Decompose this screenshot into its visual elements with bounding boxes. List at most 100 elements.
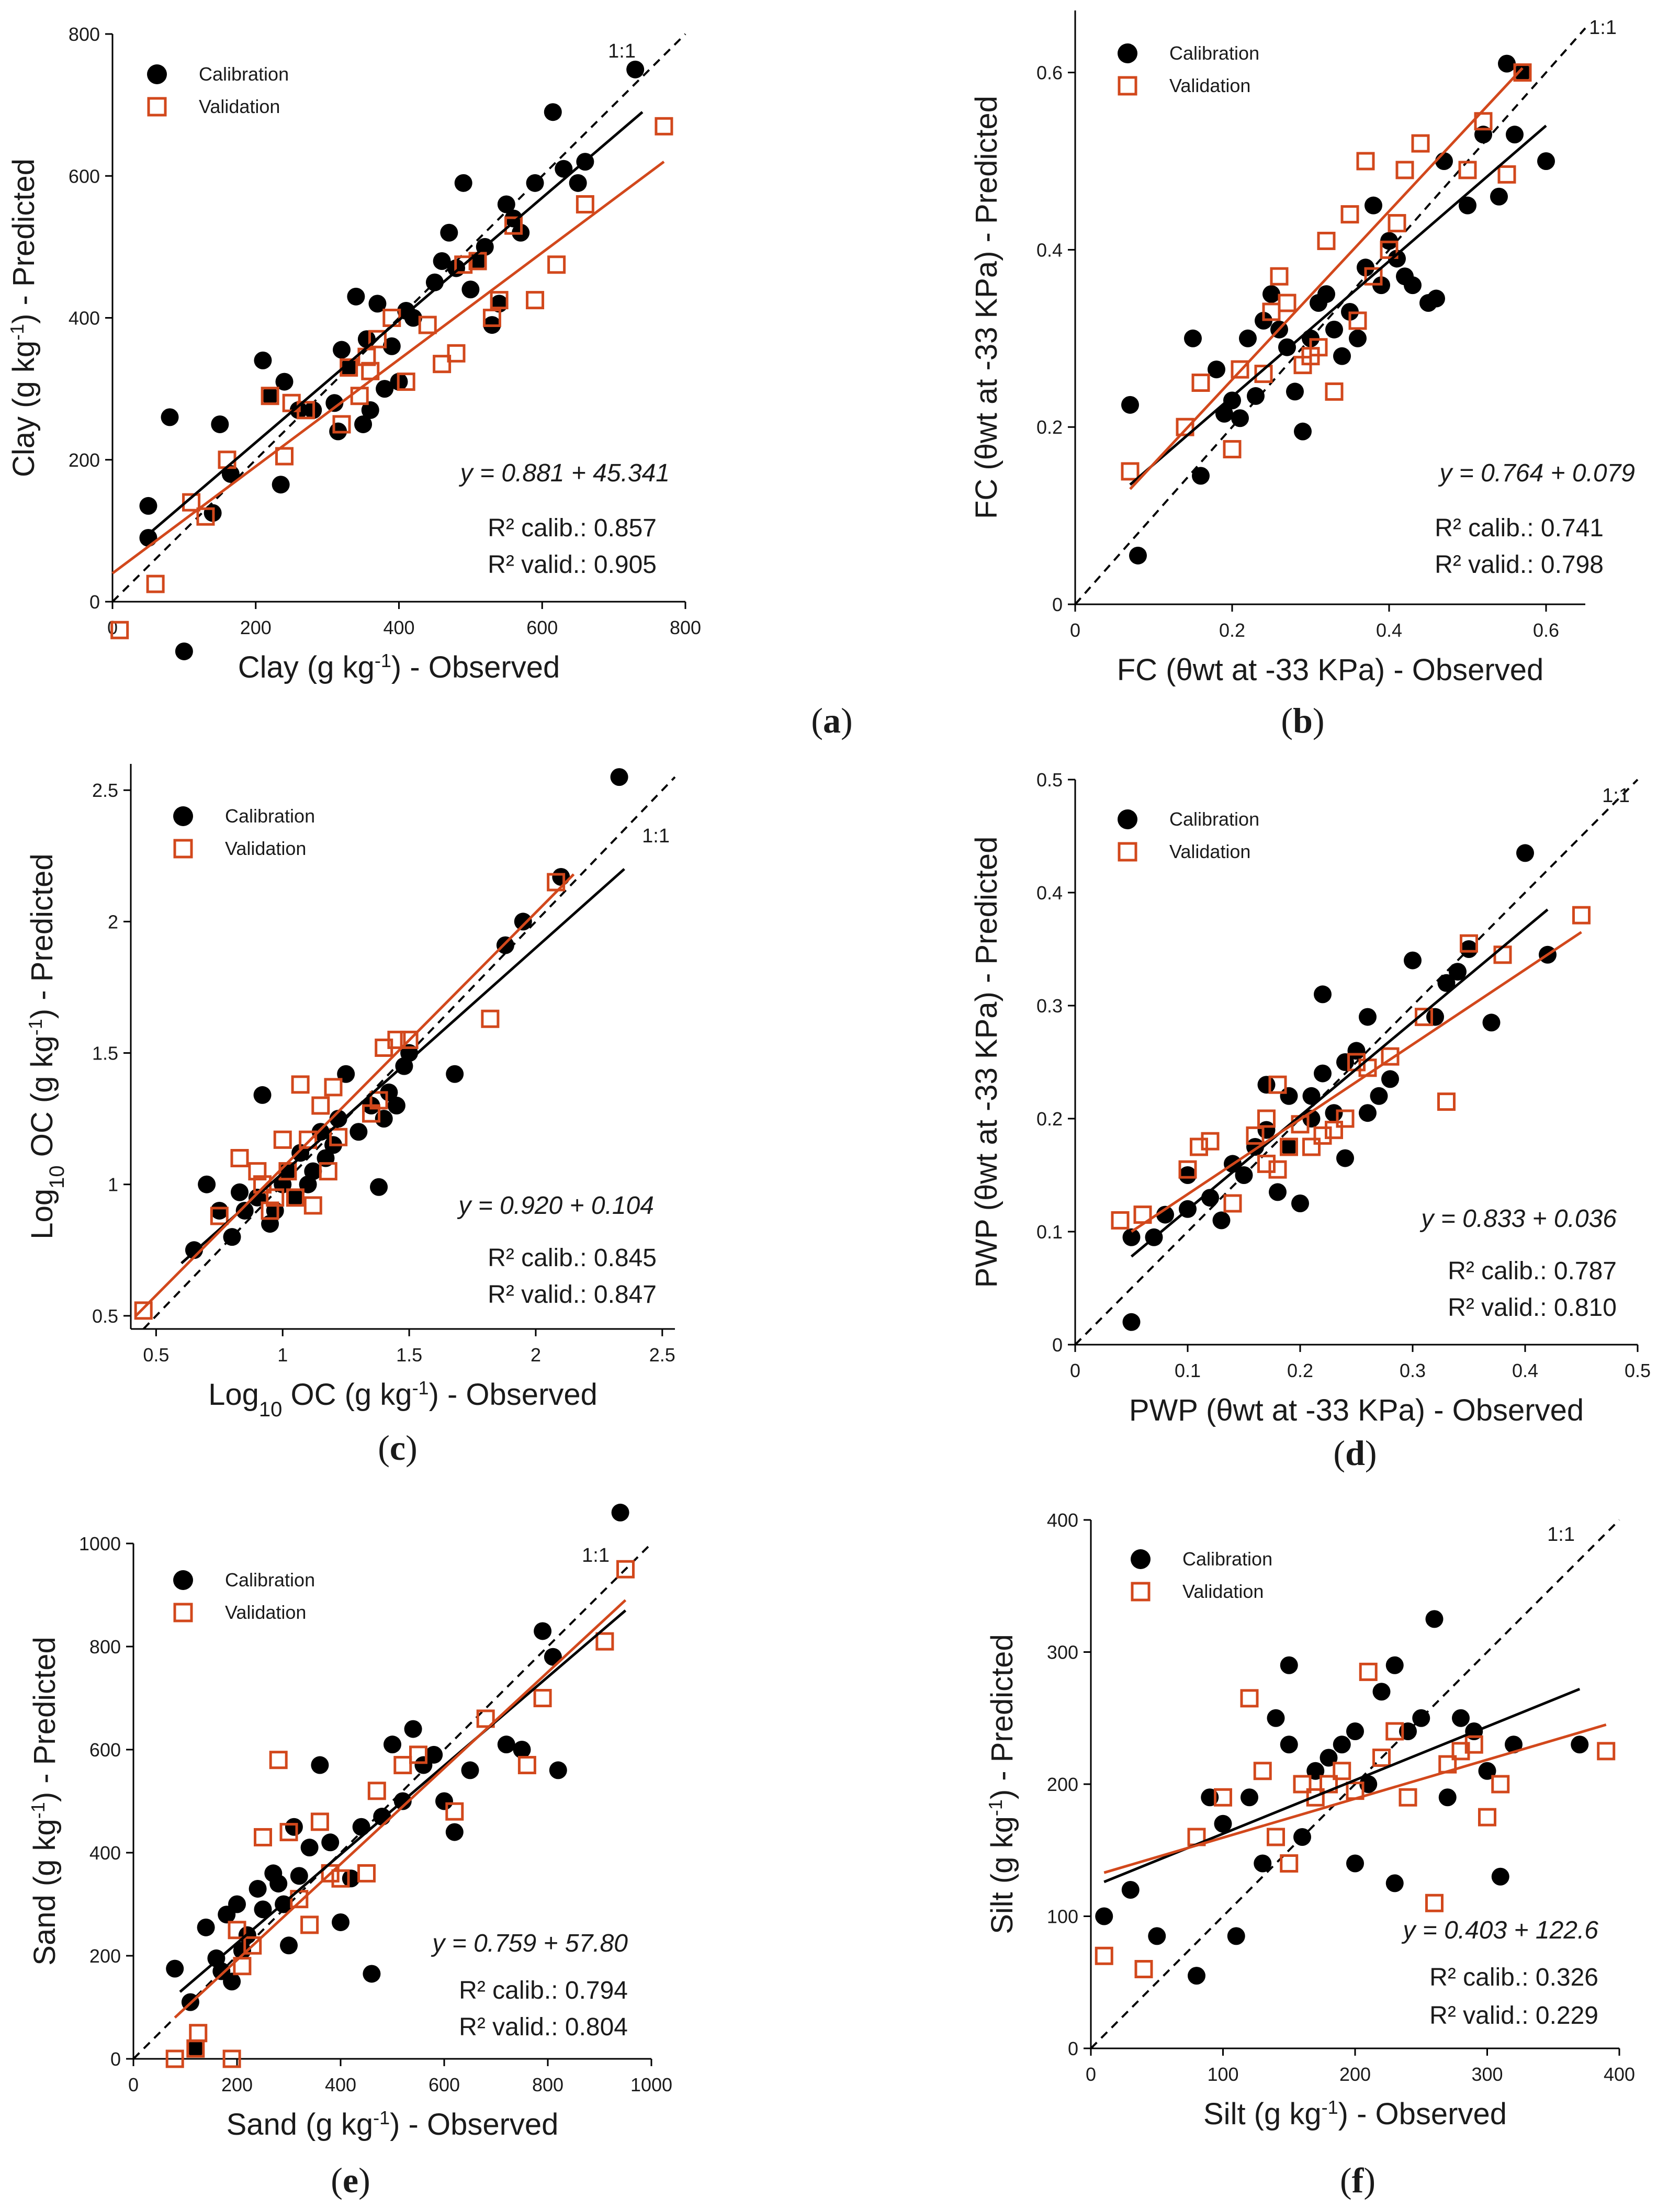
y-tick-label: 800 <box>89 1636 121 1658</box>
validation-point <box>297 401 315 420</box>
validation-point <box>1411 134 1430 153</box>
calibration-point <box>1156 1205 1174 1224</box>
x-tick-label: 800 <box>670 617 701 638</box>
validation-point <box>595 1632 614 1651</box>
calibration-point <box>513 1741 531 1759</box>
y-tick-label: 0 <box>1052 1334 1063 1356</box>
validation-point <box>361 362 380 380</box>
validation-point <box>1095 1946 1113 1965</box>
validation-point <box>357 1864 376 1883</box>
validation-point <box>400 1030 419 1049</box>
calibration-point <box>1370 1087 1388 1105</box>
validation-point <box>340 358 358 377</box>
legend-calibration-marker <box>173 1570 193 1590</box>
validation-point <box>547 873 566 892</box>
regression-equation: y = 0.881 + 45.341 <box>459 459 670 487</box>
calibration-point <box>233 1942 251 1960</box>
calibration-point <box>1239 329 1257 347</box>
validation-point <box>1399 1788 1417 1807</box>
x-tick-label: 0.5 <box>143 1344 169 1366</box>
validation-point <box>1306 1788 1325 1807</box>
panel-label: (a) <box>811 701 852 740</box>
x-tick-label: 1 <box>277 1344 288 1366</box>
calibration-point <box>544 103 562 121</box>
y-tick-label: 0.6 <box>1036 62 1063 84</box>
calibration-point <box>1336 1149 1354 1167</box>
calibration-point <box>1425 1610 1444 1628</box>
calibration-point <box>497 1735 515 1754</box>
calibration-point <box>626 60 645 78</box>
calibration-point <box>368 295 387 313</box>
calibration-point <box>1437 974 1456 992</box>
y-tick-label: 200 <box>69 449 100 471</box>
validation-point <box>110 621 129 639</box>
validation-point <box>476 1709 495 1728</box>
validation-point <box>526 291 545 310</box>
validation-point <box>210 1207 229 1225</box>
calibration-point <box>1212 1211 1231 1230</box>
chart-d: 0 0.1 0.2 0.3 0.4 0.5 0 0.1 0.2 0.3 0.4 0.5 1:1 Calib… <box>969 769 1651 1473</box>
calibration-point <box>1359 1104 1377 1122</box>
calibration-point <box>254 1900 272 1919</box>
calibration-point <box>211 415 229 433</box>
calibration-point <box>166 1959 184 1978</box>
y-tick-label: 600 <box>69 165 100 187</box>
calibration-point <box>1314 1064 1332 1083</box>
calibration-point <box>349 1123 368 1141</box>
calibration-point <box>272 476 290 494</box>
calibration-point <box>1498 54 1516 73</box>
calibration-point <box>1095 1907 1113 1925</box>
validation-point <box>1336 1109 1355 1128</box>
validation-point <box>1493 945 1512 964</box>
x-tick-label: 0.6 <box>1533 619 1559 641</box>
one-to-one-line <box>1074 27 1586 605</box>
validation-point <box>1257 1154 1276 1173</box>
panel-label: (c) <box>378 1428 418 1468</box>
x-tick-label: 400 <box>325 2074 356 2095</box>
calibration-point <box>1241 1788 1258 1807</box>
legend-calibration-marker <box>1118 809 1137 829</box>
y-tick-label: 1.5 <box>92 1043 118 1064</box>
validation-point <box>332 415 351 434</box>
calibration-point <box>1269 1183 1287 1201</box>
calibration-point <box>198 1175 216 1193</box>
validation-fit-line <box>111 161 665 574</box>
y-tick-label: 0.4 <box>1036 882 1063 904</box>
validation-point <box>382 309 401 327</box>
validation-point <box>1491 1775 1510 1794</box>
x-axis-title: Log10 OC (g kg-1) - Observed <box>208 1377 597 1422</box>
calibration-point <box>1192 467 1210 485</box>
y-tick-label: 0.5 <box>92 1305 118 1327</box>
calibration-point <box>433 252 451 270</box>
validation-point <box>1121 462 1140 481</box>
x-tick-label: 0 <box>1086 2064 1096 2085</box>
validation-point <box>275 447 294 466</box>
calibration-point <box>1516 844 1534 862</box>
validation-point <box>331 1869 350 1888</box>
r2-calibration: R² calib.: 0.845 <box>488 1244 657 1272</box>
calibration-point <box>1293 1828 1311 1846</box>
calibration-point <box>1129 546 1147 565</box>
regression-equation: y = 0.833 + 0.036 <box>1419 1205 1617 1233</box>
x-tick-label: 800 <box>532 2074 563 2095</box>
validation-point <box>1458 161 1477 179</box>
calibration-point <box>1346 1854 1364 1873</box>
validation-point <box>1372 1749 1391 1767</box>
validation-point <box>1415 1008 1433 1027</box>
validation-point <box>576 195 594 213</box>
calibration-point <box>376 380 394 398</box>
validation-point <box>319 1162 337 1181</box>
validation-point <box>261 1201 279 1220</box>
calibration-point <box>329 1110 347 1128</box>
x-tick-label: 400 <box>1604 2064 1635 2085</box>
validation-point <box>1340 205 1359 224</box>
x-tick-label: 200 <box>221 2074 253 2095</box>
legend-validation-label: Validation <box>225 838 306 859</box>
validation-point <box>1478 1808 1496 1827</box>
calibration-point <box>1257 1076 1276 1094</box>
validation-point <box>1254 365 1273 384</box>
panel-label: (b) <box>1281 701 1324 740</box>
validation-fit-line <box>1129 67 1524 490</box>
calibration-point <box>1537 152 1555 170</box>
x-tick-label: 0 <box>1070 1360 1080 1381</box>
